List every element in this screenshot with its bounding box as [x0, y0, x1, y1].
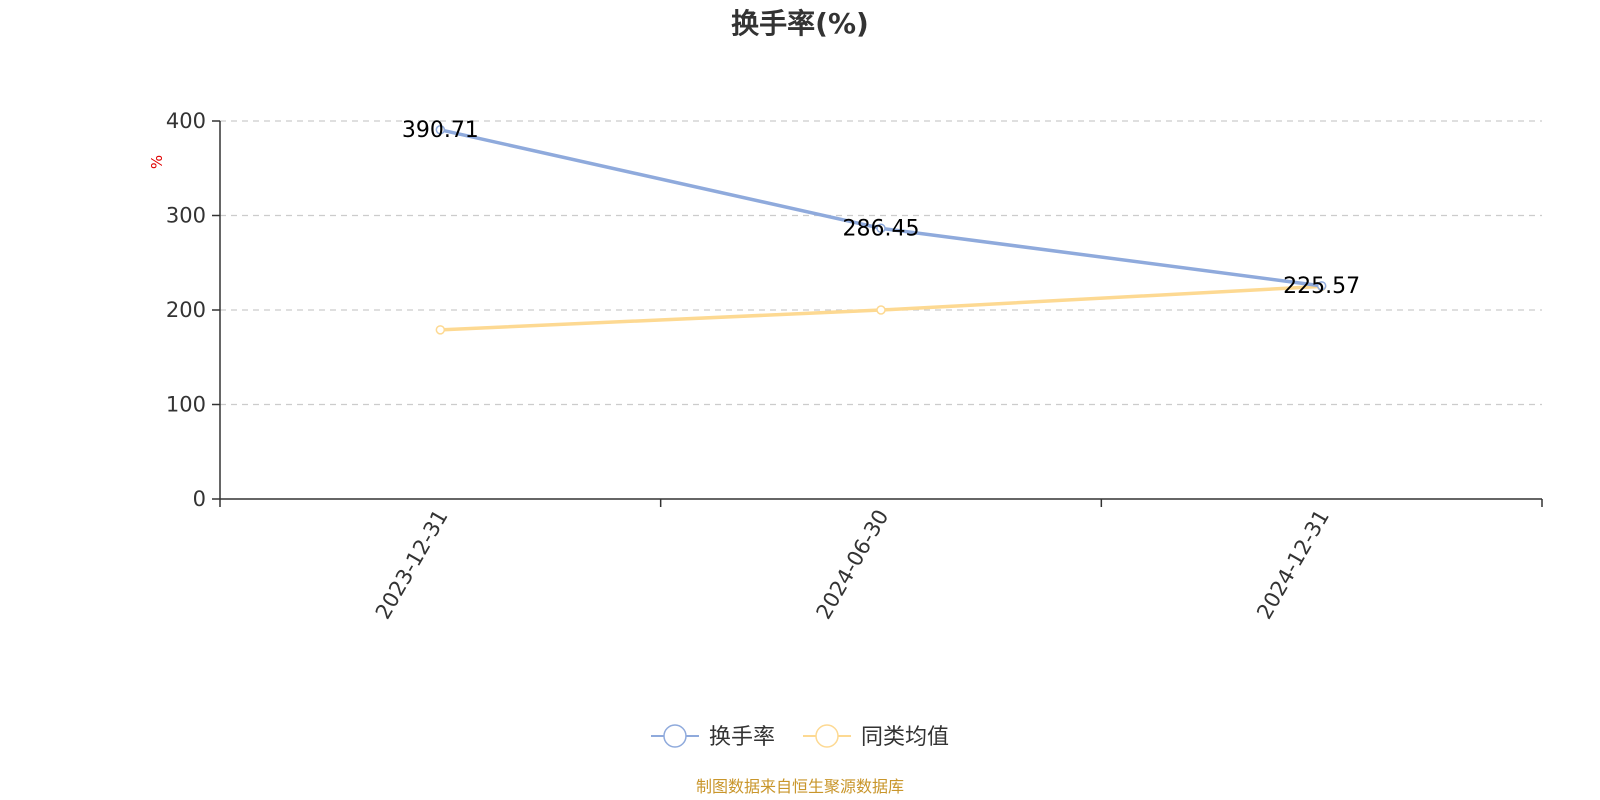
series-line — [438, 128, 1324, 288]
grid-lines — [220, 120, 1542, 406]
data-label: 225.57 — [1283, 274, 1360, 299]
legend-item[interactable]: 同类均值 — [803, 724, 949, 750]
chart-title: 换手率(%) — [731, 7, 869, 40]
legend-label: 同类均值 — [861, 725, 949, 750]
y-tick-label: 300 — [166, 204, 206, 228]
y-tick-label: 0 — [193, 487, 206, 511]
data-label: 286.45 — [843, 216, 920, 241]
y-tick-label: 100 — [166, 393, 206, 417]
y-axis-unit-label: % — [148, 155, 166, 169]
legend-circle-icon — [663, 724, 687, 748]
y-tick-label: 200 — [166, 298, 206, 322]
series-point[interactable] — [435, 325, 446, 335]
y-tick-label: 400 — [166, 109, 206, 133]
x-tick-label: 2024-06-30 — [812, 506, 894, 624]
series-point[interactable] — [1316, 281, 1327, 291]
series — [435, 125, 1327, 335]
data-source-note: 制图数据来自恒生聚源数据库 — [696, 777, 904, 796]
x-tick-label: 2023-12-31 — [371, 506, 453, 624]
x-tick-label: 2024-12-31 — [1252, 506, 1334, 624]
legend-label: 换手率 — [709, 725, 775, 750]
series-point[interactable] — [876, 223, 886, 234]
data-label: 390.71 — [402, 118, 479, 143]
legend[interactable]: 换手率 同类均值 — [650, 724, 949, 750]
legend-item[interactable]: 换手率 — [650, 724, 775, 750]
legend-circle-icon — [815, 724, 839, 748]
axes: 0 100 200 300 400 2023-12-31 2024-06-30 2024-12… — [166, 109, 1543, 624]
series-point[interactable] — [876, 305, 886, 315]
series-point[interactable] — [435, 125, 446, 135]
data-labels: 390.71 286.45 225.57 — [402, 118, 1360, 299]
